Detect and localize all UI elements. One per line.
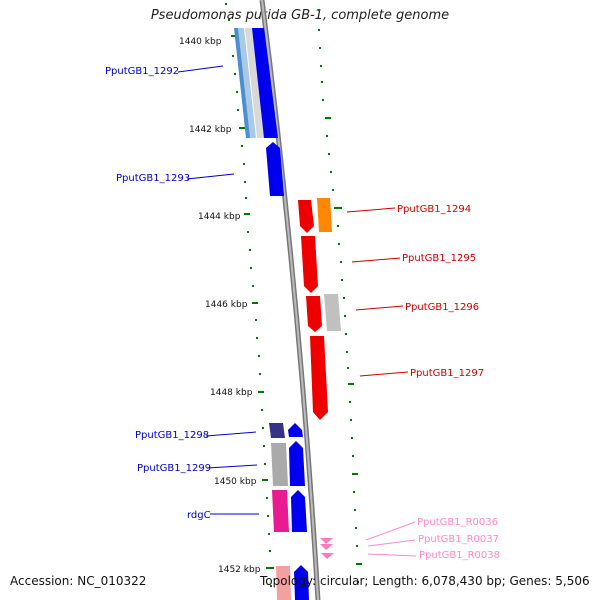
gene-label-1292[interactable]: PputGB1_1292: [105, 66, 179, 77]
scale-ticks-left: [225, 3, 274, 587]
feature-1294-orange: [317, 198, 332, 232]
callouts-right: [346, 207, 409, 377]
accession-text: Accession: NC_010322: [10, 574, 147, 588]
gene-label-1293[interactable]: PputGB1_1293: [116, 173, 190, 184]
feature-1292[interactable]: [234, 28, 278, 138]
feature-1299-arrow: [289, 441, 305, 486]
feature-1293[interactable]: [266, 142, 284, 196]
kbp-label: 1446 kbp: [205, 300, 248, 310]
kbp-label: 1444 kbp: [198, 212, 241, 222]
topology-text: Topology: circular; Length: 6,078,430 bp…: [260, 574, 590, 588]
gene-label-1294[interactable]: PputGB1_1294: [397, 204, 471, 215]
feature-1296-gray: [324, 294, 341, 331]
feature-bottom-pink: [276, 566, 291, 600]
gene-label-r0037[interactable]: PputGB1_R0037: [418, 534, 499, 545]
feature-bottom-blue: [294, 565, 309, 600]
gene-label-rdgC[interactable]: rdgC: [187, 510, 211, 521]
page-title: Pseudomonas putida GB-1, complete genome: [150, 8, 450, 23]
gene-label-1298[interactable]: PputGB1_1298: [135, 430, 209, 441]
gene-label-1297[interactable]: PputGB1_1297: [410, 368, 484, 379]
feature-1295[interactable]: [301, 236, 318, 293]
gene-label-1299[interactable]: PputGB1_1299: [137, 463, 211, 474]
feature-1299[interactable]: [271, 443, 288, 486]
feature-1297[interactable]: [310, 336, 328, 420]
scale-ticks-right: [318, 9, 362, 583]
backbone-arc-highlight: [261, 0, 319, 600]
kbp-label: 1450 kbp: [214, 477, 257, 487]
gene-label-1295[interactable]: PputGB1_1295: [402, 253, 476, 264]
feature-1296[interactable]: [306, 296, 322, 332]
feature-1298-arrow: [288, 423, 303, 437]
kbp-label: 1442 kbp: [189, 125, 232, 135]
gene-label-1296[interactable]: PputGB1_1296: [405, 302, 479, 313]
feature-rdgC[interactable]: [272, 490, 289, 532]
kbp-label: 1440 kbp: [179, 37, 222, 47]
feature-rdgC-arrow: [291, 490, 307, 532]
feature-1298[interactable]: [269, 423, 285, 438]
kbp-labels: 1440 kbp 1442 kbp 1444 kbp 1446 kbp 1448…: [179, 37, 261, 575]
kbp-label: 1448 kbp: [210, 388, 253, 398]
feature-1294[interactable]: [298, 200, 314, 233]
kbp-label: 1452 kbp: [218, 565, 261, 575]
gene-label-r0038[interactable]: PputGB1_R0038: [419, 550, 500, 561]
callouts-left: [177, 65, 259, 515]
callouts-rna: [365, 521, 417, 557]
rna-markers: [320, 538, 334, 559]
gene-label-r0036[interactable]: PputGB1_R0036: [417, 517, 498, 528]
